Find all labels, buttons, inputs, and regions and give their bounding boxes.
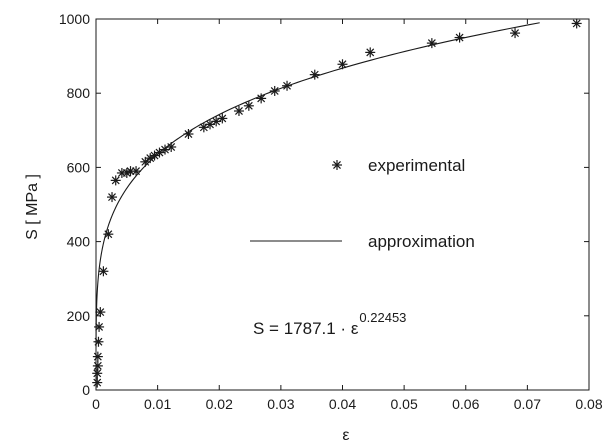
experimental-point [92, 351, 103, 362]
y-tick-label: 600 [67, 159, 91, 175]
formula-base: S = 1787.1 · ε [253, 319, 359, 338]
experimental-point [92, 377, 103, 388]
legend-experimental-label: experimental [368, 156, 465, 175]
x-tick-label: 0.04 [329, 396, 356, 412]
experimental-point [269, 85, 280, 96]
legend: experimental approximation [250, 156, 475, 251]
experimental-point [571, 18, 582, 29]
x-axis-title: ε [342, 427, 349, 444]
experimental-point [365, 47, 376, 58]
experimental-point [205, 119, 216, 130]
x-tick-label: 0.01 [144, 396, 171, 412]
experimental-point [309, 69, 320, 80]
y-axis: 0 200 400 600 800 1000 [59, 11, 589, 398]
experimental-point [92, 360, 103, 371]
experimental-point [154, 147, 165, 158]
experimental-point [103, 229, 114, 240]
experimental-point [510, 28, 521, 39]
experimental-point [149, 150, 160, 161]
experimental-point [107, 192, 118, 203]
legend-experimental-marker [332, 160, 342, 170]
experimental-point [183, 129, 194, 140]
experimental-point [337, 59, 348, 70]
experimental-point [256, 93, 267, 104]
approximation-curve-layer [95, 22, 540, 348]
x-tick-label: 0.06 [452, 396, 479, 412]
formula-exponent: 0.22453 [359, 310, 406, 325]
experimental-point [95, 307, 106, 318]
experimental-point [233, 106, 244, 117]
x-tick-label: 0 [92, 396, 100, 412]
x-tick-label: 0.08 [575, 396, 602, 412]
experimental-point [93, 336, 104, 347]
experimental-markers [92, 18, 582, 388]
legend-asterisk-icon [332, 160, 342, 170]
y-tick-label: 400 [67, 234, 91, 250]
experimental-point [92, 368, 103, 379]
y-axis-title: S [ MPa ] [24, 174, 41, 240]
legend-approximation-label: approximation [368, 232, 475, 251]
approximation-curve [95, 22, 540, 348]
y-tick-label: 800 [67, 85, 91, 101]
x-tick-label: 0.07 [514, 396, 541, 412]
experimental-point [131, 166, 142, 177]
experimental-point [94, 321, 105, 332]
experimental-point [217, 113, 228, 124]
experimental-point [166, 141, 177, 152]
experimental-point [282, 80, 293, 91]
x-axis: 0 0.01 0.02 0.03 0.04 0.05 0.06 0.07 0.08 [92, 19, 603, 412]
x-tick-label: 0.05 [391, 396, 418, 412]
y-tick-label: 1000 [59, 11, 90, 27]
formula-annotation: S = 1787.1 · ε0.22453 [253, 310, 406, 338]
y-tick-label: 0 [82, 382, 90, 398]
x-tick-label: 0.02 [206, 396, 233, 412]
y-tick-label: 200 [67, 308, 91, 324]
x-tick-label: 0.03 [267, 396, 294, 412]
experimental-point [243, 100, 254, 111]
experimental-point [145, 153, 156, 164]
experimental-point [110, 175, 121, 186]
experimental-point [454, 32, 465, 43]
experimental-point [426, 38, 437, 49]
experimental-point [98, 266, 109, 277]
